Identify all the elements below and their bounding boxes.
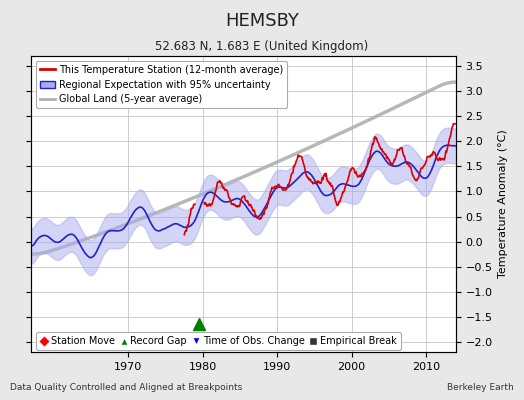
- Text: 52.683 N, 1.683 E (United Kingdom): 52.683 N, 1.683 E (United Kingdom): [156, 40, 368, 53]
- Y-axis label: Temperature Anomaly (°C): Temperature Anomaly (°C): [498, 130, 508, 278]
- Text: Data Quality Controlled and Aligned at Breakpoints: Data Quality Controlled and Aligned at B…: [10, 383, 243, 392]
- Text: HEMSBY: HEMSBY: [225, 12, 299, 30]
- Legend: Station Move, Record Gap, Time of Obs. Change, Empirical Break: Station Move, Record Gap, Time of Obs. C…: [36, 332, 401, 350]
- Text: Berkeley Earth: Berkeley Earth: [447, 383, 514, 392]
